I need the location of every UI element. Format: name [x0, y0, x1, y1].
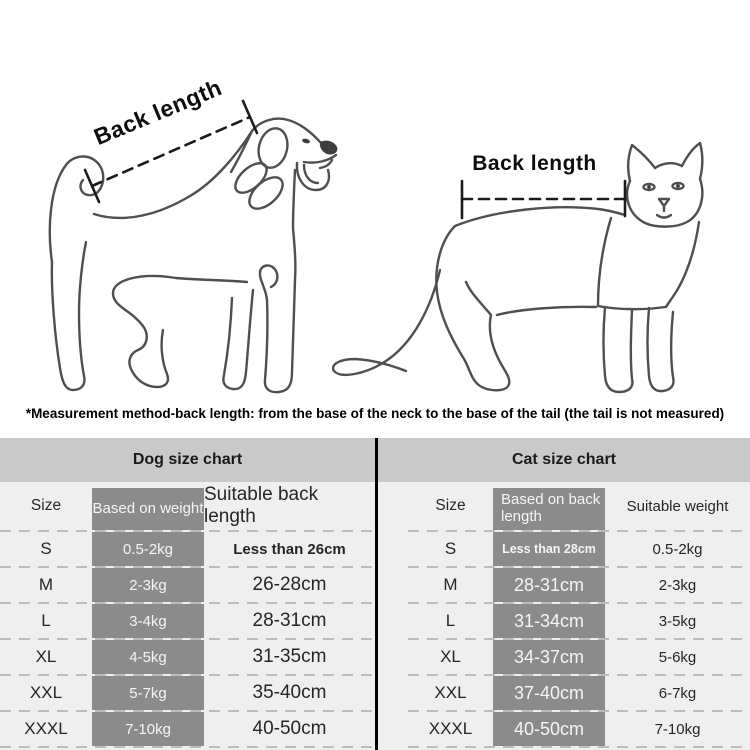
table-cell: S [444, 539, 457, 558]
table-cell: 28-31cm [252, 610, 327, 631]
table-cell: 31-34cm [493, 604, 605, 638]
row-divider [0, 674, 375, 676]
table-cell: 3-4kg [92, 604, 204, 638]
table-cell: 2-3kg [92, 568, 204, 602]
table-cell: 40-50cm [252, 718, 327, 739]
row-divider [0, 566, 375, 568]
dog-measure-line [83, 99, 259, 204]
table-cell: 2-3kg [658, 576, 697, 594]
dog-col-header-size: Size [30, 497, 62, 514]
cat-col-header-weight: Suitable weight [626, 497, 729, 515]
table-cell: XL [440, 647, 461, 666]
dog-chart-title: Dog size chart [0, 438, 375, 482]
table-cell: M [38, 575, 54, 594]
row-divider [408, 566, 750, 568]
size-charts: Dog size chart Size Based on weight Suit… [0, 438, 750, 750]
table-cell: 26-28cm [252, 574, 327, 595]
table-cell: 34-37cm [493, 640, 605, 674]
table-cell: Less than 28cm [493, 532, 605, 566]
table-cell: 28-31cm [493, 568, 605, 602]
table-cell: 5-6kg [658, 648, 697, 666]
table-cell: Less than 26cm [233, 540, 346, 558]
table-cell: XXXL [428, 719, 473, 738]
dog-col-header-weight: Based on weight [92, 488, 204, 530]
table-cell: L [41, 611, 51, 630]
cat-size-chart: Cat size chart Size Based on back length… [375, 438, 750, 750]
cat-drawing [331, 141, 704, 394]
dog-drawing [48, 117, 338, 394]
table-cell: 0.5-2kg [652, 540, 703, 558]
row-divider [408, 674, 750, 676]
row-divider [0, 602, 375, 604]
row-divider [408, 602, 750, 604]
cat-col-header-back: Based on back length [493, 488, 605, 530]
row-divider [408, 530, 750, 532]
table-cell: XL [35, 647, 57, 666]
table-cell: L [445, 611, 456, 630]
cat-back-length-label: Back length [472, 152, 597, 175]
row-divider [408, 638, 750, 640]
row-divider [408, 710, 750, 712]
table-cell: 31-35cm [252, 646, 327, 667]
dog-table: Size Based on weight Suitable back lengt… [0, 482, 375, 750]
table-cell: 7-10kg [654, 720, 701, 738]
table-cell: S [40, 539, 52, 558]
row-divider [408, 746, 750, 748]
measurement-note: *Measurement method-back length: from th… [25, 406, 725, 421]
table-cell: 7-10kg [92, 712, 204, 746]
table-cell: 0.5-2kg [92, 532, 204, 566]
table-cell: 6-7kg [658, 684, 697, 702]
dog-size-chart: Dog size chart Size Based on weight Suit… [0, 438, 375, 750]
row-divider [0, 746, 375, 748]
table-cell: 35-40cm [252, 682, 327, 703]
row-divider [0, 638, 375, 640]
table-cell: M [443, 575, 458, 594]
dog-col-header-back: Suitable back length [204, 484, 319, 527]
row-divider [0, 530, 375, 532]
table-cell: XXL [29, 683, 63, 702]
cat-measure-line [460, 179, 627, 220]
table-cell: XXL [434, 683, 467, 702]
row-divider [0, 710, 375, 712]
table-cell: 5-7kg [92, 676, 204, 710]
table-cell: 37-40cm [493, 676, 605, 710]
cat-col-header-size: Size [435, 497, 466, 514]
table-cell: 3-5kg [658, 612, 697, 630]
table-cell: 4-5kg [92, 640, 204, 674]
cat-chart-title: Cat size chart [378, 438, 750, 482]
table-cell: XXXL [24, 719, 68, 738]
table-cell: 40-50cm [493, 712, 605, 746]
cat-table: Size Based on back length Suitable weigh… [378, 482, 750, 750]
pets-line-art [48, 99, 704, 394]
